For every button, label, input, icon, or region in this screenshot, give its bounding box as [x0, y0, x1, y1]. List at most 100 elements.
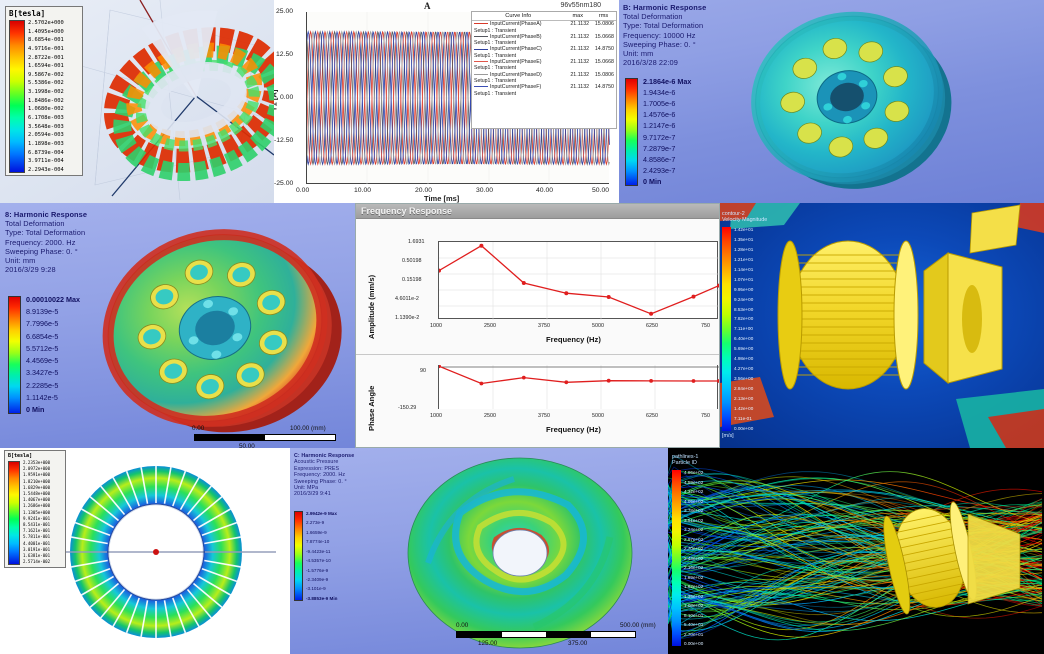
cfd-pathlines-viewport[interactable]: pathlines-1 Particle ID 4.86e+02 4.59e+02…	[668, 448, 1044, 654]
curve-info-setup-1: Setup1 : Transient	[474, 40, 517, 47]
xtick-5: 50.00	[592, 187, 610, 194]
scalebar-max-c: 500.00 (mm)	[620, 622, 656, 629]
curve-info-row: InputCurrent(PhaseC) Setup1 : Transient 21…	[472, 46, 616, 59]
curve-info-max-4: 21.1132	[570, 71, 590, 78]
b-tesla-colorbar	[9, 20, 25, 173]
cfd-pathlines-value-6: 3.24e+02	[684, 527, 704, 532]
scalebar-q1-c: 125.00	[478, 640, 498, 647]
acoustic-c-header-line-3: Frequency: 2000. Hz	[294, 472, 346, 479]
harmonic-b-viewport[interactable]: B: Harmonic Response Total Deformation Typ…	[619, 0, 1044, 203]
cfd-velocity-value-0: 1.42e+01	[734, 227, 754, 232]
acoustic-c-header-line-5: Unit: MPa	[294, 485, 319, 492]
cfd-pathlines-legend[interactable]: pathlines-1 Particle ID 4.86e+02 4.59e+02…	[672, 454, 703, 646]
cfd-velocity-value-19: 7.11e-01	[734, 415, 752, 421]
amp-ytick-1: 0.50198	[402, 258, 422, 264]
acoustic-c-value-5: -4.5357e-10	[306, 558, 331, 564]
harmonic-8-value-4: 5.5712e-5	[26, 343, 59, 353]
harmonic-b-legend[interactable]: 2.1864e-6 Max 1.9434e-6 1.7005e-6 1.4576e-6…	[625, 78, 691, 186]
curve-info-rms-4: 15.0806	[594, 71, 614, 78]
cfd-velocity-value-16: 2.84e+00	[734, 386, 754, 391]
cfd-velocity-value-5: 1.07e+01	[734, 276, 754, 282]
harmonic-b-value-2: 1.7005e-6	[643, 99, 676, 109]
cfd-velocity-legend[interactable]: contour-2 Velocity Magnitude 1.42e+01 1.3…	[722, 211, 767, 439]
curve-color-swatch-icon	[474, 86, 488, 88]
rotor-section-value-3: 1.8210e+000	[23, 478, 51, 484]
curve-color-swatch-icon	[474, 73, 488, 75]
acoustic-c-value-0: 2.9942e-9 Max	[306, 511, 337, 516]
rotor-section-legend-title: B[tesla]	[8, 453, 33, 459]
cfd-velocity-value-3: 1.21e+01	[734, 256, 754, 262]
curve-info-row: InputCurrent(PhaseF) Setup1 : Transient 21…	[472, 84, 616, 97]
curve-info-row: InputCurrent(PhaseD) Setup1 : Transient 21…	[472, 72, 616, 85]
acoustic-c-viewport[interactable]: C: Harmonic Response Acoustic Pressure Exp…	[290, 448, 668, 654]
curve-info-setup-2: Setup1 : Transient	[474, 52, 517, 59]
acoustic-c-legend[interactable]: 2.9942e-9 Max 2.273e-9 1.6659e-9 7.8774e-10…	[294, 511, 337, 601]
frequency-response-window[interactable]: Frequency Response Amplitude (mm/s)	[355, 203, 720, 448]
curve-info-grid: Curve Info max rms InputCurrent(PhaseA) S…	[472, 12, 616, 97]
harmonic-b-value-8: 2.4293e-7	[643, 165, 676, 175]
curve-info-rms-3: 15.0668	[594, 59, 614, 66]
cfd-pathlines-value-2: 4.32e+02	[684, 489, 704, 494]
cfd-velocity-value-9: 7.82e+00	[734, 316, 754, 322]
magnetics-viewport[interactable]: B[tesla] 2.5702e+000 1.4095e+000 8.6854e-0…	[0, 0, 274, 203]
b-tesla-value-10: 1.0680e-002	[28, 106, 64, 113]
xaxis-label: Time [ms]	[424, 194, 460, 203]
harmonic-b-header-line-5: Unit: mm	[623, 49, 654, 59]
curve-info-max-5: 21.1132	[570, 84, 590, 91]
acoustic-c-header-line-1: Acoustic Pressure	[294, 459, 339, 466]
rotor-section-legend-values: 2.2353e+000 2.0972e+000 1.9591e+000 1.8210e…	[23, 460, 51, 565]
b-tesla-value-7: 5.5386e-002	[28, 80, 64, 87]
harmonic-8-value-0: 0.00010022 Max	[26, 295, 80, 304]
phase-yaxis-label: Phase Angle	[367, 385, 376, 431]
amp-xtick-2: 3750	[538, 323, 550, 329]
acoustic-c-header: C: Harmonic Response Acoustic Pressure Exp…	[294, 453, 354, 498]
cfd-velocity-unit: [m/s]	[722, 433, 734, 439]
b-tesla-legend[interactable]: B[tesla] 2.5702e+000 1.4095e+000 8.6854e-0…	[5, 6, 83, 176]
harmonic-b-header-line-4: Sweeping Phase: 0. °	[623, 39, 696, 49]
curve-info-rms-2: 14.8750	[594, 46, 614, 53]
harmonic-8-viewport[interactable]: 8: Harmonic Response Total Deformation Typ…	[0, 203, 355, 448]
harmonic-b-header-line-6: 2016/3/28 22:09	[623, 58, 678, 68]
acoustic-c-value-3: 7.8774e-10	[306, 539, 330, 545]
transient-current-chart[interactable]: A 96v55nm180	[274, 0, 619, 203]
acoustic-c-value-8: -3.101e-9	[306, 586, 326, 592]
phase-xtick-0: 1000	[430, 413, 442, 419]
rotor-section-viewport[interactable]: B[tesla] 2.2353e+000 2.0972e+000 1.9591e+0…	[0, 448, 290, 654]
scalebar-q3-c: 375.00	[568, 640, 588, 647]
harmonic-b-header-line-1: Total Deformation	[623, 12, 683, 22]
cfd-pathlines-value-1: 4.59e+02	[684, 479, 704, 485]
cfd-pathlines-value-9: 2.43e+02	[684, 555, 704, 561]
cfd-pathlines-value-13: 1.35e+02	[684, 593, 704, 599]
b-tesla-value-2: 8.6854e-001	[28, 37, 64, 44]
curve-info-name-5: InputCurrent(PhaseF) Setup1 : Transient	[472, 84, 564, 97]
frequency-response-title: Frequency Response	[361, 206, 453, 216]
harmonic-b-value-5: 9.7172e-7	[643, 132, 676, 142]
cfd-pathlines-value-7: 2.97e+02	[684, 536, 704, 542]
b-tesla-value-6: 9.5867e-002	[28, 71, 64, 78]
scalebar-min-c: 0.00	[456, 622, 469, 629]
cfd-velocity-viewport[interactable]: contour-2 Velocity Magnitude 1.42e+01 1.3…	[720, 203, 1044, 448]
cfd-pathlines-geometry	[668, 455, 1043, 642]
cfd-pathlines-value-10: 2.16e+02	[684, 565, 704, 570]
phase-ytick-1: -150.29	[398, 405, 417, 411]
phase-xtick-2: 3750	[538, 413, 550, 419]
cfd-pathlines-colorbar	[672, 470, 681, 646]
curve-info-max-3: 21.1132	[570, 59, 590, 66]
harmonic-b-geometry	[751, 11, 952, 189]
curve-info-col-max: max	[564, 12, 592, 22]
harmonic-8-header-line-4: Sweeping Phase: 0. °	[5, 246, 78, 256]
harmonic-b-header-line-2: Type: Total Deformation	[623, 21, 704, 31]
rotor-section-value-4: 1.6829e+000	[23, 484, 51, 490]
cfd-pathlines-value-14: 1.08e+02	[684, 603, 704, 608]
frequency-response-titlebar[interactable]: Frequency Response	[356, 204, 719, 219]
harmonic-8-header: 8: Harmonic Response Total Deformation Typ…	[5, 210, 87, 274]
magnetics-contour	[103, 10, 274, 182]
harmonic-8-legend[interactable]: 0.00010022 Max 8.9139e-5 7.7996e-5 6.6854e-…	[8, 296, 80, 414]
acoustic-c-colorbar	[294, 511, 303, 601]
curve-info-table[interactable]: Curve Info max rms InputCurrent(PhaseA) S…	[471, 11, 617, 129]
cfd-velocity-value-20: 0.00e+00	[734, 425, 754, 431]
harmonic-8-value-1: 8.9139e-5	[26, 307, 59, 317]
amp-xtick-5: 750	[701, 323, 710, 329]
harmonic-b-header-line-3: Frequency: 10000 Hz	[623, 30, 696, 40]
rotor-section-legend[interactable]: B[tesla] 2.2353e+000 2.0972e+000 1.9591e+0…	[4, 450, 66, 568]
